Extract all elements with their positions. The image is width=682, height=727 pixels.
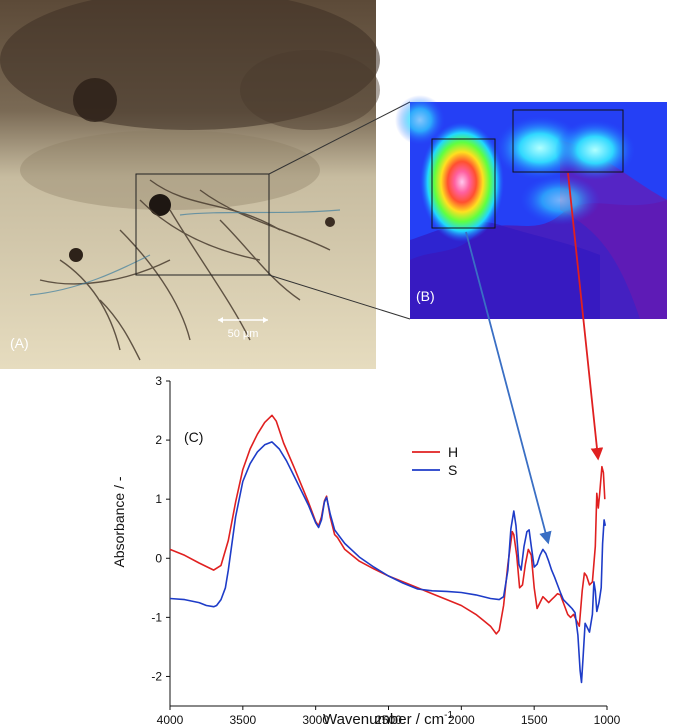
panel-a-label: (A) bbox=[10, 335, 29, 351]
legend-label-s: S bbox=[448, 462, 457, 478]
x-tick-label: 1500 bbox=[521, 713, 548, 727]
x-tick-label: 2500 bbox=[375, 713, 402, 727]
legend-label-h: H bbox=[448, 444, 458, 460]
chart-legend: HS bbox=[412, 444, 458, 478]
y-tick-label: -1 bbox=[151, 610, 162, 624]
correspondence-arrows bbox=[465, 172, 604, 545]
x-tick-label: 3000 bbox=[302, 713, 329, 727]
panel-c-label: (C) bbox=[184, 429, 203, 445]
y-tick-label: -2 bbox=[151, 669, 162, 683]
x-tick-label: 4000 bbox=[157, 713, 184, 727]
chart-axes: -2 -1 0 1 2 3 4000 3500 3000 2500 2000 1500 1000 bbox=[151, 374, 620, 727]
panel-b-label: (B) bbox=[416, 288, 435, 304]
x-axis-label: Wavenumber / cm-1 bbox=[323, 710, 453, 727]
y-tick-label: 1 bbox=[155, 492, 162, 506]
x-tick-label: 1000 bbox=[594, 713, 621, 727]
x-tick-label: 3500 bbox=[229, 713, 256, 727]
panel-a-micrograph: 50 µm (A) bbox=[0, 0, 380, 369]
panel-c-spectrum-chart: -2 -1 0 1 2 3 4000 3500 3000 2500 2000 1500 1000 (C)… bbox=[111, 374, 621, 727]
y-tick-label: 3 bbox=[155, 374, 162, 388]
series-line-s bbox=[169, 441, 607, 684]
red-correspondence-arrow bbox=[567, 172, 604, 461]
y-tick-label: 0 bbox=[155, 551, 162, 565]
scale-bar-label: 50 µm bbox=[228, 328, 259, 340]
y-tick-label: 2 bbox=[155, 433, 162, 447]
chart-series bbox=[169, 414, 607, 684]
zoom-connectors bbox=[268, 101, 411, 320]
x-tick-label: 2000 bbox=[448, 713, 475, 727]
series-line-h bbox=[169, 414, 606, 635]
panel-b-heatmap: (B) bbox=[395, 95, 667, 319]
y-axis-label: Absorbance / - bbox=[111, 476, 127, 567]
blue-correspondence-arrow bbox=[465, 231, 552, 545]
